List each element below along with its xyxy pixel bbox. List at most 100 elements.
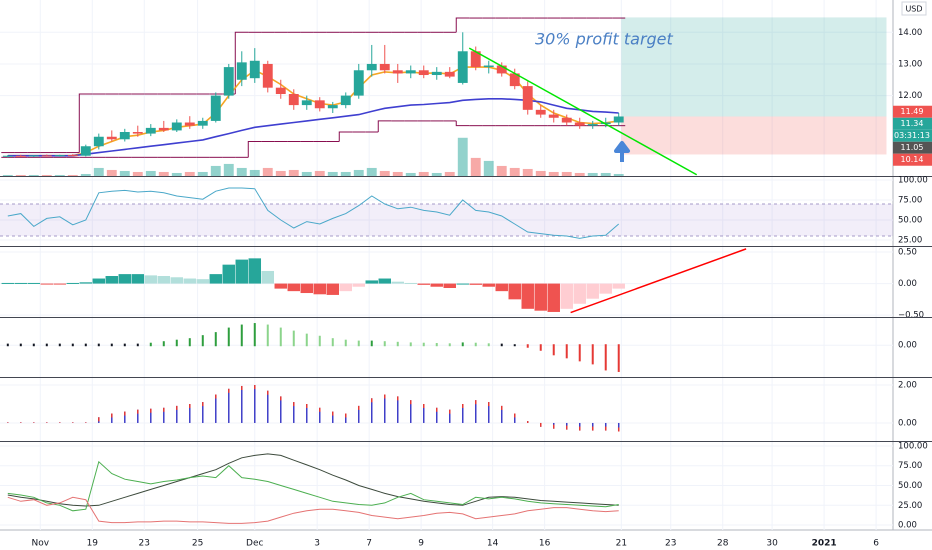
y-tick-label: 0.50 bbox=[898, 248, 917, 258]
volume-bar bbox=[236, 167, 247, 176]
price-badge: 11.05 bbox=[901, 143, 924, 152]
histogram-bar bbox=[131, 274, 145, 284]
candle-body bbox=[418, 70, 429, 76]
candle-body bbox=[301, 100, 312, 106]
volume-bar bbox=[314, 170, 325, 176]
arrow-icon bbox=[614, 141, 630, 162]
momentum-bar bbox=[604, 344, 607, 371]
histogram-bar bbox=[118, 274, 132, 284]
candle-body bbox=[158, 127, 169, 131]
currency: USD bbox=[905, 5, 922, 14]
momentum-bar bbox=[305, 333, 308, 347]
momentum-bar bbox=[396, 341, 399, 347]
histogram-bar bbox=[209, 274, 223, 284]
candle-body bbox=[54, 155, 65, 157]
candle-body bbox=[496, 65, 507, 74]
momentum-bar bbox=[539, 344, 542, 351]
momentum-bar bbox=[318, 335, 321, 347]
price-badge-bg bbox=[893, 141, 932, 154]
price-badge-bg bbox=[893, 117, 932, 130]
volume-bar bbox=[93, 167, 104, 176]
candle-body bbox=[457, 51, 468, 83]
candle-body bbox=[106, 136, 117, 140]
candle-body bbox=[197, 120, 208, 126]
candle-body bbox=[561, 117, 572, 123]
y-tick-label: 100.00 bbox=[898, 176, 928, 186]
histogram-bar bbox=[79, 282, 93, 284]
y-tick-label: 13.00 bbox=[898, 59, 922, 69]
price-badge: 10.14 bbox=[901, 155, 924, 164]
x-tick-label: 7 bbox=[366, 539, 372, 549]
candle-body bbox=[145, 127, 156, 134]
candle-body bbox=[262, 63, 273, 88]
countdown-badge: 03:31:13 bbox=[894, 131, 930, 140]
moving-average bbox=[7, 98, 619, 157]
volume-bar bbox=[535, 170, 546, 176]
volume-bar bbox=[340, 171, 351, 176]
candle-body bbox=[15, 155, 26, 157]
volume-bar bbox=[132, 171, 143, 176]
histogram-bar bbox=[599, 283, 612, 294]
momentum-bar bbox=[149, 342, 152, 347]
momentum-bar bbox=[461, 342, 464, 347]
candle-body bbox=[223, 67, 234, 96]
trend-line bbox=[570, 248, 747, 314]
candle-body bbox=[340, 95, 351, 106]
channel-step bbox=[78, 93, 93, 153]
momentum-bar bbox=[162, 341, 165, 347]
y-tick-label: 12.00 bbox=[898, 91, 922, 101]
histogram-bar bbox=[1, 282, 15, 284]
volume-bar bbox=[119, 170, 130, 176]
x-tick-label: Nov bbox=[32, 539, 50, 549]
volume-bar bbox=[587, 172, 598, 176]
histogram-bar bbox=[170, 277, 184, 284]
channel-step bbox=[455, 120, 470, 127]
histogram-bar bbox=[612, 283, 625, 289]
x-tick-label: 23 bbox=[665, 539, 676, 549]
candle-body bbox=[119, 132, 130, 140]
momentum-bar bbox=[240, 324, 243, 347]
momentum-bar bbox=[266, 324, 269, 347]
volume-bar bbox=[457, 137, 468, 176]
x-tick-label: 19 bbox=[87, 539, 99, 549]
candle-body bbox=[470, 51, 481, 68]
candle-body bbox=[67, 155, 78, 157]
candle-body bbox=[288, 94, 299, 106]
candle-body bbox=[483, 65, 494, 68]
volume-bar bbox=[2, 174, 13, 176]
channel-step bbox=[338, 131, 353, 142]
momentum-bar bbox=[500, 343, 503, 347]
momentum-bar bbox=[97, 343, 100, 347]
candle-body bbox=[522, 86, 533, 110]
histogram-bar bbox=[352, 283, 365, 287]
y-tick-label: 2.00 bbox=[898, 381, 917, 391]
indicator-line bbox=[7, 453, 619, 507]
candle-body bbox=[249, 60, 260, 79]
histogram-bar bbox=[92, 278, 106, 284]
histogram-bar bbox=[274, 283, 288, 289]
volume-bar bbox=[15, 174, 26, 176]
histogram-bar bbox=[261, 270, 275, 284]
histogram-bar bbox=[378, 278, 391, 284]
momentum-bar bbox=[45, 343, 48, 347]
volume-bar bbox=[158, 171, 169, 176]
channel-step bbox=[455, 17, 470, 33]
x-tick-label: 9 bbox=[418, 539, 424, 549]
momentum-bar bbox=[552, 344, 555, 356]
candle-body bbox=[210, 95, 221, 121]
momentum-bar bbox=[201, 335, 204, 347]
y-tick-label: 50.00 bbox=[898, 216, 922, 226]
volume-bar bbox=[496, 165, 507, 176]
momentum-bar bbox=[110, 343, 113, 347]
histogram-bar bbox=[14, 282, 28, 284]
volume-bar bbox=[405, 172, 416, 176]
x-tick-label: 28 bbox=[717, 539, 729, 549]
price-badge-bg bbox=[893, 105, 932, 118]
volume-bar bbox=[431, 172, 442, 176]
histogram-bar bbox=[482, 283, 495, 287]
momentum-bar bbox=[435, 343, 438, 347]
x-tick-label: 2021 bbox=[812, 539, 837, 549]
candle-body bbox=[28, 155, 39, 157]
channel-step bbox=[377, 120, 392, 132]
volume-bar bbox=[561, 171, 572, 176]
